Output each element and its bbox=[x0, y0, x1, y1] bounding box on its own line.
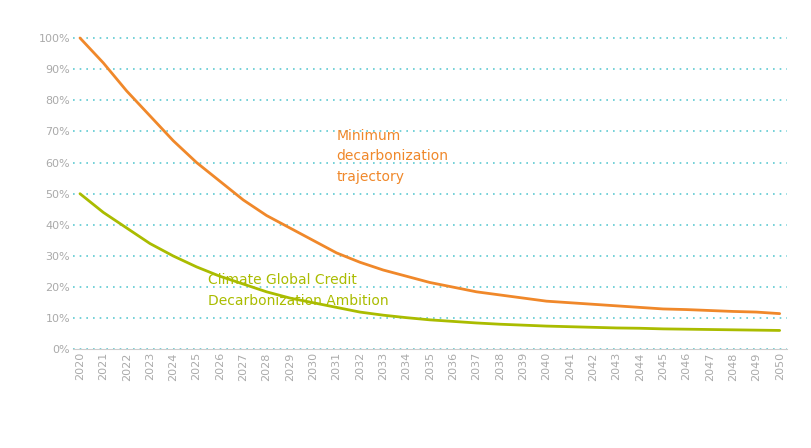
Text: Climate Global Credit
Decarbonization Ambition: Climate Global Credit Decarbonization Am… bbox=[208, 273, 389, 308]
Text: Minimum
decarbonization
trajectory: Minimum decarbonization trajectory bbox=[337, 129, 448, 184]
